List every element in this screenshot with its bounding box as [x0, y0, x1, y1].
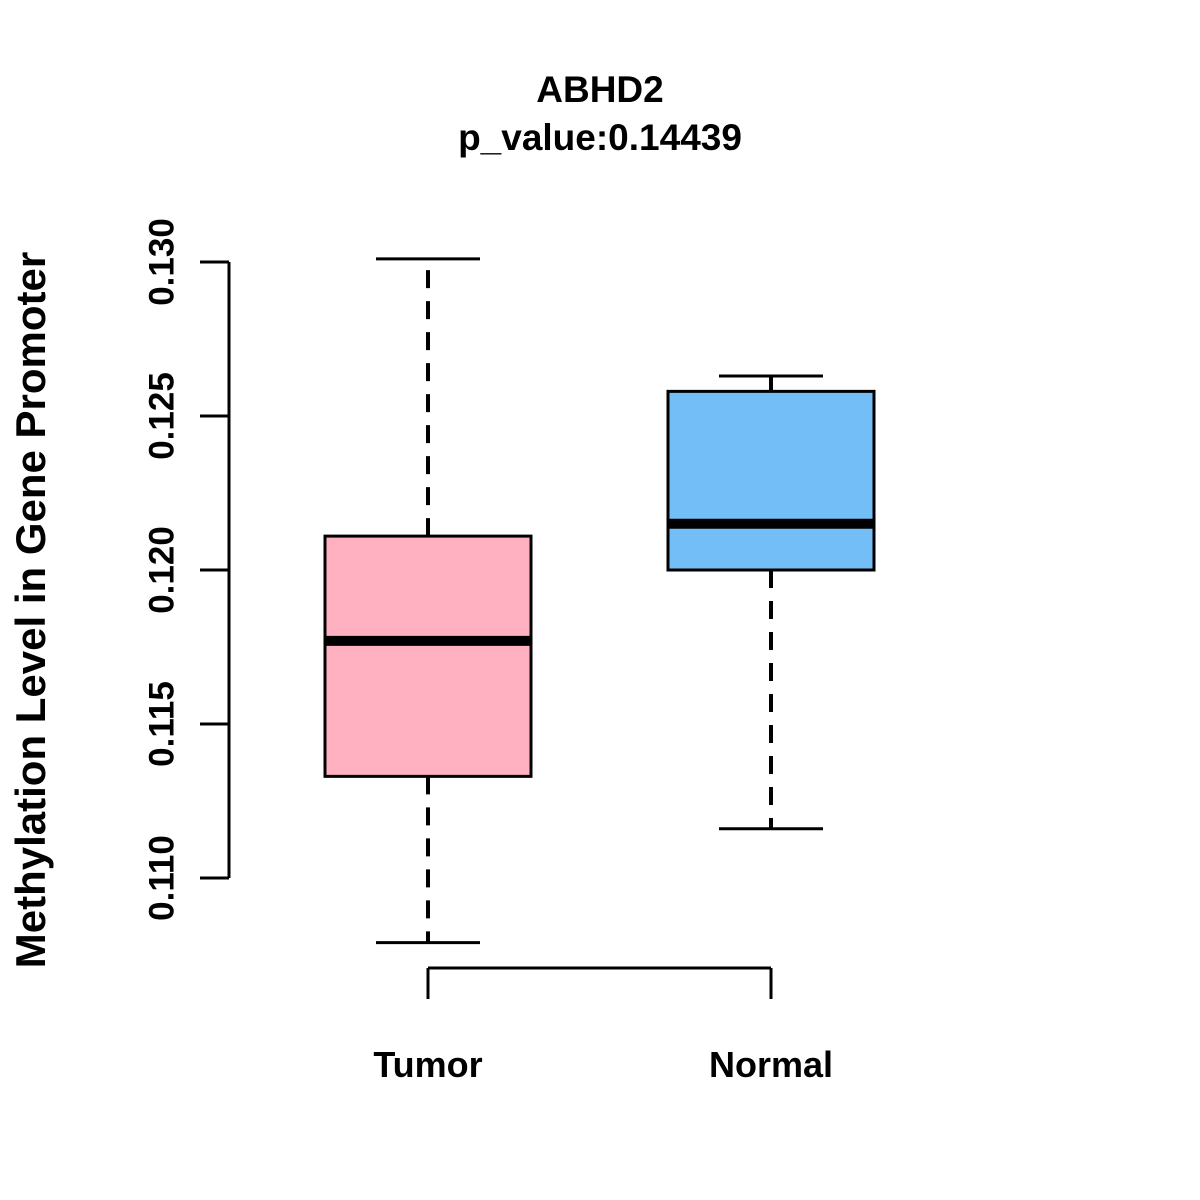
y-axis-tick-label: 0.115 [142, 681, 181, 767]
y-axis-tick-label: 0.120 [142, 526, 181, 614]
chart-title: ABHD2 [536, 69, 664, 110]
tumor-box [323, 534, 533, 778]
y-axis-tick-label: 0.110 [142, 835, 181, 921]
x-label-normal: Normal [709, 1044, 833, 1085]
normal-box [666, 389, 876, 572]
chart-subtitle-pvalue: p_value:0.14439 [458, 117, 742, 158]
x-label-tumor: Tumor [373, 1044, 482, 1085]
y-axis-tick-label: 0.125 [142, 372, 181, 460]
y-axis-tick-label: 0.130 [142, 218, 181, 306]
